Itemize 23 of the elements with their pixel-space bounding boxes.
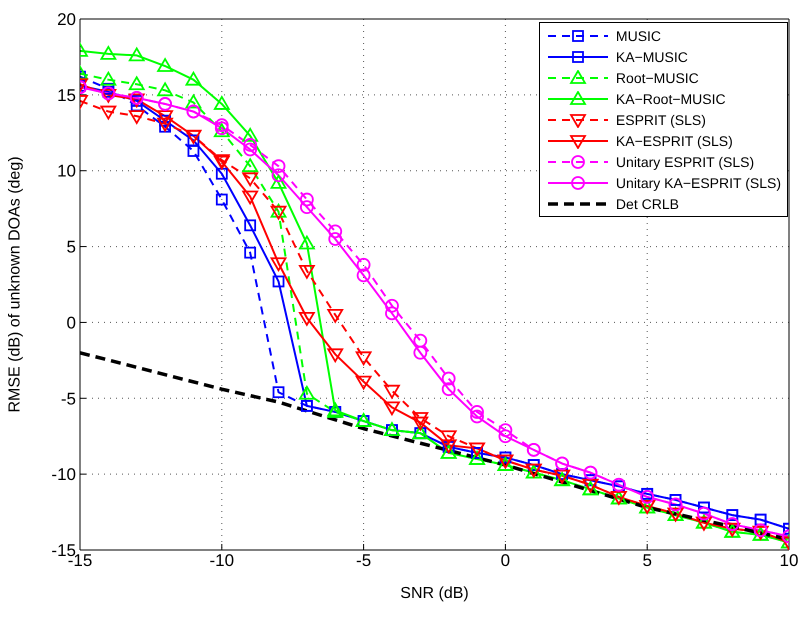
y-tick-label: 10	[57, 162, 76, 181]
y-tick-label: 20	[57, 10, 76, 30]
y-axis-title: RMSE (dB) of unknown DOAs (deg)	[6, 156, 24, 413]
legend-label: Unitary KA−ESPRIT (SLS)	[616, 174, 781, 190]
legend-label: Unitary ESPRIT (SLS)	[616, 154, 754, 170]
y-tick-label: -5	[60, 389, 76, 408]
x-tick-label: 5	[642, 551, 652, 570]
legend-label: KA−MUSIC	[616, 48, 688, 64]
legend-label: MUSIC	[616, 28, 662, 44]
legend-label: KA−ESPRIT (SLS)	[616, 132, 733, 148]
legend-label: ESPRIT (SLS)	[616, 112, 706, 128]
legend-label: Root−MUSIC	[616, 70, 699, 86]
x-tick-label: -5	[356, 551, 372, 570]
y-tick-label: 0	[66, 313, 76, 332]
x-tick-label: 0	[500, 551, 510, 570]
x-tick-label: -10	[210, 551, 234, 570]
y-tick-label: 5	[66, 238, 76, 257]
x-tick-label: 10	[780, 551, 798, 570]
y-tick-label: 15	[57, 86, 76, 105]
y-tick-label: -10	[51, 465, 76, 484]
x-axis-title: SNR (dB)	[400, 585, 469, 602]
legend-label: Det CRLB	[616, 196, 679, 212]
legend-label: KA−Root−MUSIC	[616, 90, 726, 106]
